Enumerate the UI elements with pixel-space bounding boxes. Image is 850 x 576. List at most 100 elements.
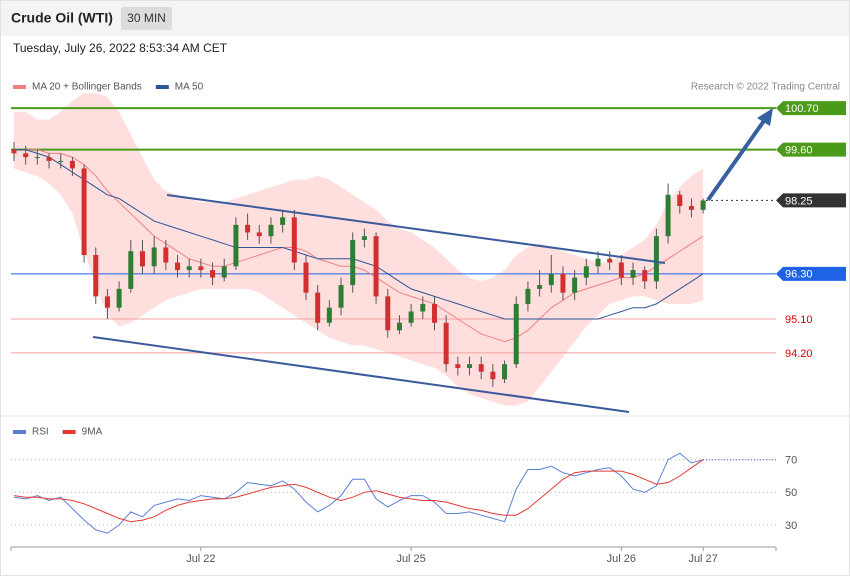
candle-body (11, 149, 17, 154)
candle-body (385, 296, 391, 331)
level-label: 96.30 (785, 269, 813, 281)
timeframe-badge[interactable] (121, 7, 172, 30)
candle-body (338, 285, 344, 308)
level-label: 95.10 (785, 314, 813, 326)
candle-body (490, 371, 496, 380)
legend-label: RSI (32, 427, 49, 438)
price-panel: MA 20 + Bollinger Bands MA 50 100.70 99.60 9… (11, 82, 846, 406)
candle-body (677, 194, 683, 207)
candle-body (537, 285, 543, 289)
level-label: 94.20 (785, 348, 813, 360)
candle-body (467, 364, 473, 368)
candle-body (23, 153, 29, 158)
legend-swatch (13, 85, 26, 89)
level-tag (776, 266, 846, 281)
candle-body (245, 224, 251, 233)
candle-body (455, 364, 461, 368)
y-tick-label: 30 (785, 520, 797, 532)
candle-body (268, 224, 274, 237)
candle-body (420, 303, 426, 312)
candle-body (630, 270, 636, 278)
candle-body (139, 251, 145, 267)
candle-body (443, 322, 449, 365)
candle-body (583, 266, 589, 278)
x-tick-label: Jul 25 (396, 553, 425, 565)
candle-body (478, 364, 484, 372)
candle-body (700, 200, 706, 210)
legend-swatch (13, 430, 26, 434)
candle-body (315, 292, 321, 323)
candle-body (326, 307, 332, 323)
candle-body (688, 206, 694, 210)
candle-body (303, 262, 309, 293)
forecast-arrow (706, 116, 768, 202)
candle-body (291, 217, 297, 263)
candle-body (280, 217, 286, 225)
candle-body (560, 273, 566, 293)
candle-body (350, 239, 356, 286)
candle-body (513, 303, 519, 365)
channel-upper (166, 194, 666, 264)
candle-body (607, 258, 613, 263)
candle-body (653, 236, 659, 282)
candle-body (81, 168, 87, 255)
level-label: 100.70 (785, 103, 819, 115)
x-tick-label: Jul 22 (186, 553, 215, 565)
y-tick-label: 50 (785, 487, 797, 499)
instrument-title: Crude Oil (WTI) (11, 10, 113, 26)
rsi-panel: RSI 9MA 30 50 70 Jul 22 Jul 25 Jul 26 Jul 27 (10, 427, 797, 565)
candle-body (642, 270, 648, 282)
legend-swatch (62, 430, 76, 434)
x-tick-label: Jul 26 (607, 553, 636, 565)
candle-body (595, 258, 601, 267)
candle-body (431, 303, 437, 323)
candle-body (116, 288, 122, 308)
candle-body (408, 311, 414, 323)
candle-body (128, 251, 134, 289)
candle-body (502, 364, 508, 380)
legend-label: 9MA (82, 427, 103, 438)
level-tag (776, 193, 846, 208)
candle-body (548, 273, 554, 286)
candle-body (186, 266, 192, 271)
x-tick-label: Jul 27 (688, 553, 717, 565)
candle-body (58, 160, 64, 162)
timeframe[interactable]: 30 MIN (127, 11, 166, 25)
rsi-line (13, 452, 704, 534)
candle-body (618, 262, 624, 278)
legend-label: MA 50 (175, 82, 204, 93)
candle-body (104, 296, 110, 308)
candle-body (221, 266, 227, 278)
legend-label: MA 20 + Bollinger Bands (32, 82, 142, 93)
y-tick-label: 70 (785, 455, 797, 467)
credit: Research © 2022 Trading Central (691, 82, 840, 93)
candle-body (151, 247, 157, 267)
candle-body (572, 277, 578, 293)
candle-body (46, 157, 52, 161)
candle-body (665, 194, 671, 237)
candle-body (361, 236, 367, 240)
candle-body (198, 266, 204, 271)
level-label: 98.25 (785, 195, 813, 207)
candle-body (69, 160, 75, 169)
level-tag (776, 101, 846, 116)
timestamp: Tuesday, July 26, 2022 8:53:34 AM CET (13, 41, 228, 55)
ma-line (14, 149, 704, 343)
candle-body (175, 262, 181, 271)
candle-body (256, 232, 262, 237)
channel-lower (92, 336, 630, 413)
level-label: 99.60 (785, 144, 813, 156)
candle-body (396, 322, 402, 331)
candle-body (373, 236, 379, 297)
channel-annotations (92, 108, 773, 413)
candle-body (93, 255, 99, 297)
legend-swatch (155, 85, 169, 89)
rsi-line (13, 459, 704, 523)
candle-body (34, 157, 40, 159)
level-tag (776, 142, 846, 157)
forecast-arrowhead (757, 108, 773, 126)
candle-body (525, 288, 531, 304)
candle-body (163, 247, 169, 263)
candle-body (210, 270, 216, 278)
